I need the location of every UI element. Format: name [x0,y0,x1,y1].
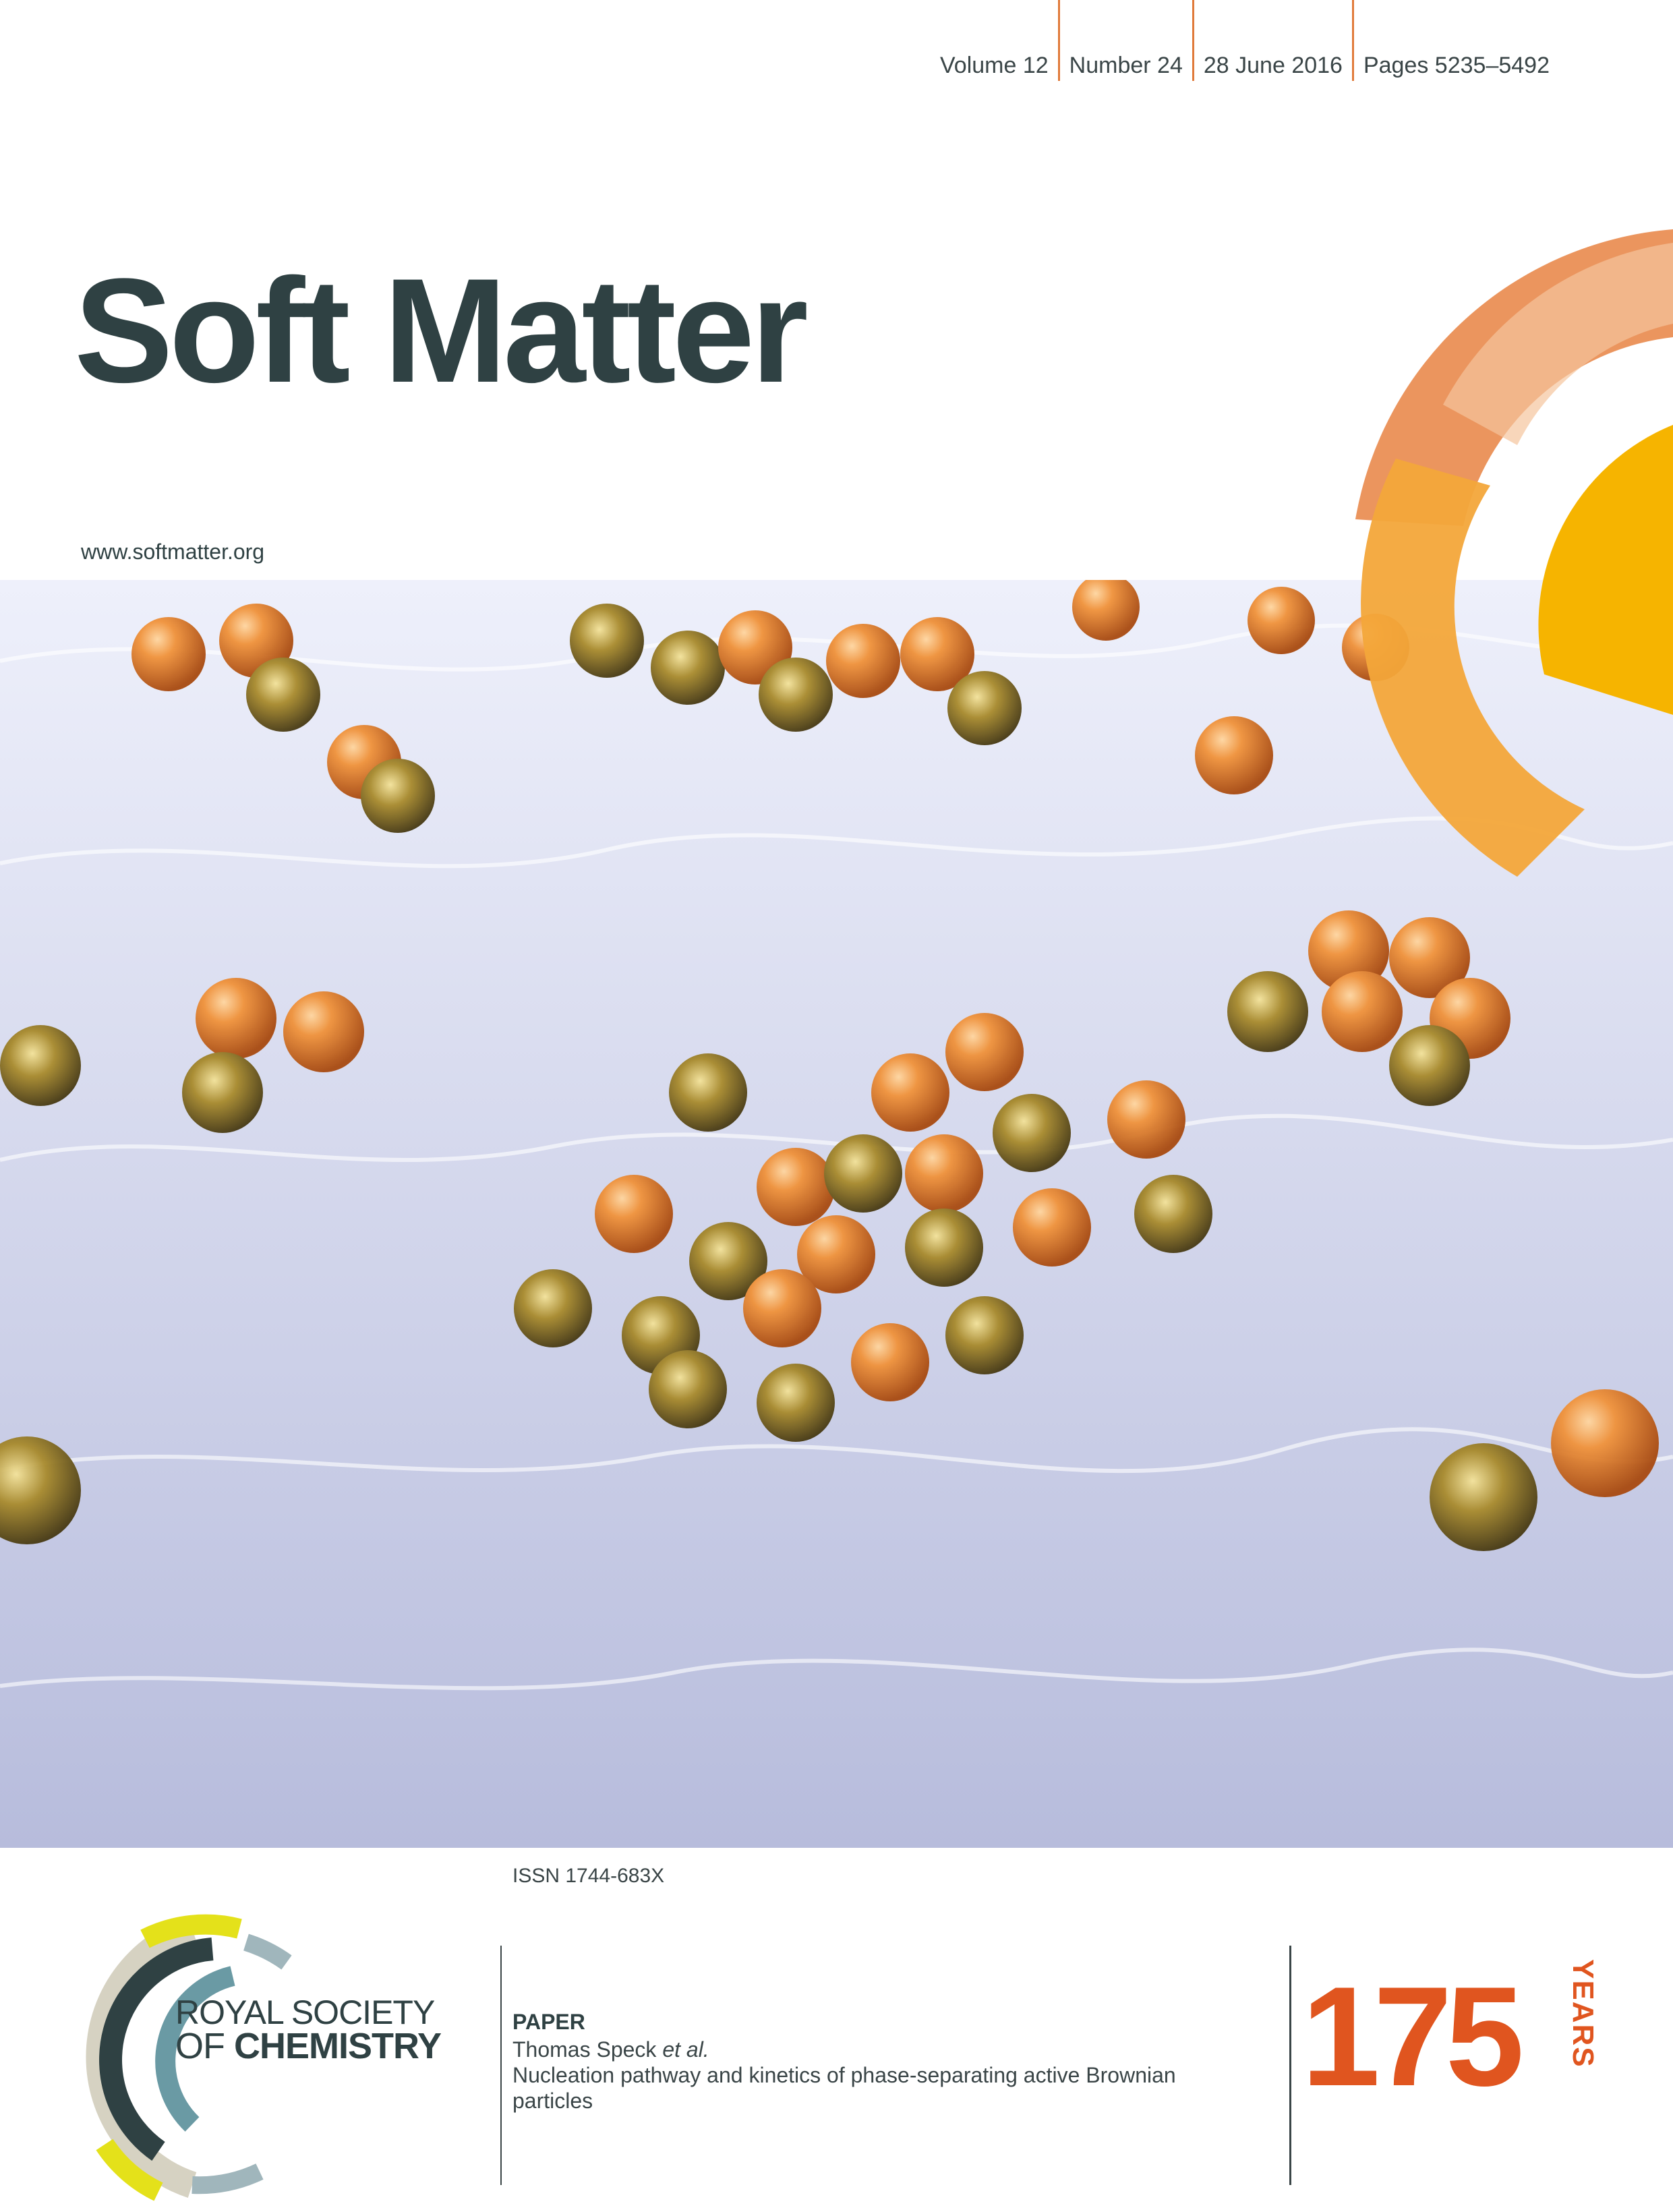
number-label: Number 24 [1069,53,1183,78]
featured-article[interactable]: PAPER Thomas Speck et al. Nucleation pat… [512,2010,1254,2114]
cover-illustration [0,580,1673,1848]
publisher-line2-strong: CHEMISTRY [234,2026,442,2066]
author-name: Thomas Speck [512,2037,657,2062]
article-divider [500,1946,502,2185]
volume-label: Volume 12 [940,53,1049,78]
particle-clusters [0,580,1659,1551]
pages-label: Pages 5235–5492 [1363,53,1550,78]
anniversary-number: 175 [1301,1957,1524,2116]
meta-divider [1192,0,1194,81]
journal-title: Soft Matter [74,248,809,413]
article-type: PAPER [512,2010,585,2034]
author-suffix: et al. [662,2037,709,2062]
article-author: Thomas Speck et al. [512,2037,1254,2063]
rsc-logo-icon [86,1914,292,2201]
issn: ISSN 1744-683X [512,1865,665,1887]
journal-url[interactable]: www.softmatter.org [81,540,265,564]
article-title: Nucleation pathway and kinetics of phase… [512,2062,1176,2113]
date-label: 28 June 2016 [1203,53,1343,78]
meta-divider [1057,0,1060,81]
anniversary-word: YEARS [1566,1959,1599,2068]
publisher-line2: OF CHEMISTRY [175,2025,442,2067]
publisher-line2-prefix: OF [175,2026,234,2066]
issue-meta: Volume 12 Number 24 28 June 2016 Pages 5… [931,0,1559,94]
meta-divider [1351,0,1354,81]
publisher-line1: ROYAL SOCIETY [175,1993,435,2031]
anniversary-arcs [1355,229,1673,944]
anniversary-divider [1289,1946,1291,2185]
